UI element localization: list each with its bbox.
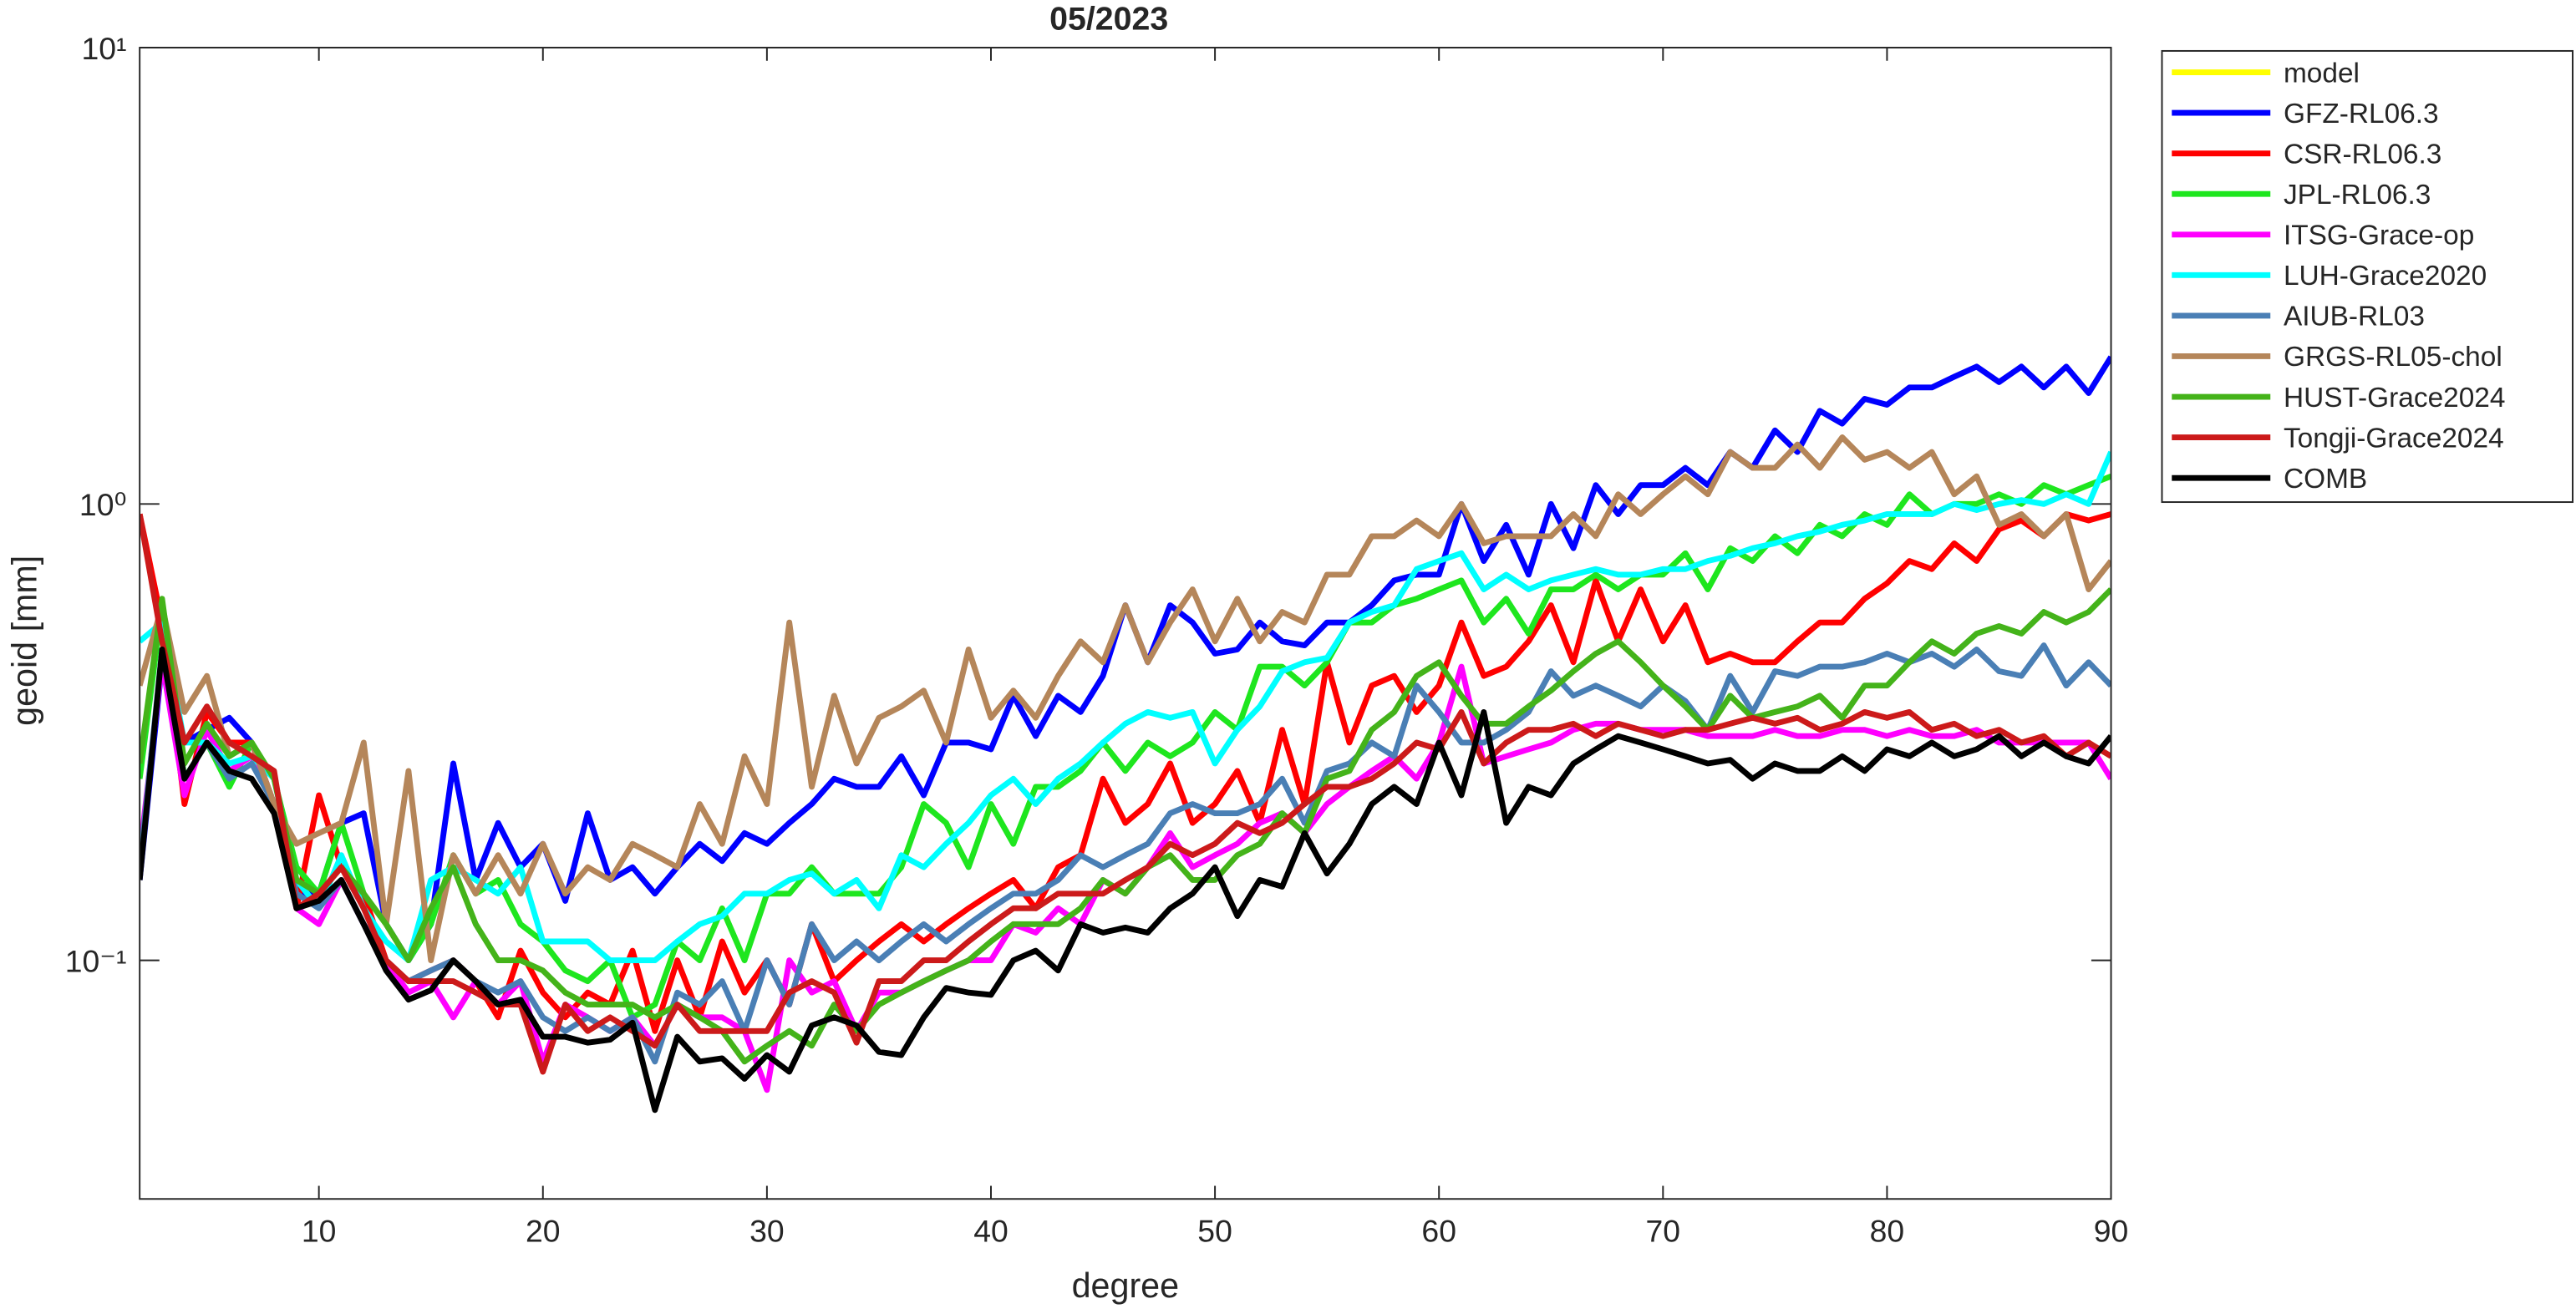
legend-label: GRGS-RL05-chol (2284, 342, 2502, 373)
series-line (140, 647, 2111, 1114)
legend-label: CSR-RL06.3 (2284, 139, 2441, 170)
legend-label: ITSG-Grace-op (2284, 221, 2474, 251)
y-axis-label: geoid [mm] (5, 556, 43, 726)
x-tick-label: 60 (1421, 1213, 1456, 1248)
x-tick-label: 30 (749, 1213, 785, 1248)
legend-label: Tongji-Grace2024 (2284, 423, 2504, 454)
x-axis-label: degree (1072, 1266, 1180, 1305)
legend-label: JPL-RL06.3 (2284, 180, 2431, 211)
x-tick-label: 20 (526, 1213, 561, 1248)
series-line (140, 513, 2111, 1075)
plot-area (140, 355, 2111, 1114)
y-tick-label: 10⁰ (79, 487, 127, 522)
series-line (140, 587, 2111, 1065)
x-tick-label: 80 (1870, 1213, 1905, 1248)
legend-label: LUH-Grace2020 (2284, 261, 2487, 292)
legend-label: COMB (2284, 464, 2367, 495)
x-tick-label: 90 (2094, 1213, 2129, 1248)
legend-label: model (2284, 58, 2360, 89)
x-tick-label: 10 (302, 1213, 337, 1248)
legend-label: GFZ-RL06.3 (2284, 99, 2439, 129)
chart-title: 05/2023 (1049, 0, 1168, 37)
x-tick-label: 50 (1197, 1213, 1232, 1248)
x-tick-label: 70 (1646, 1213, 1681, 1248)
y-tick-label: 10⁻¹ (65, 943, 127, 978)
x-tick-label: 40 (973, 1213, 1009, 1248)
legend-label: AIUB-RL03 (2284, 302, 2425, 332)
axes-box (139, 47, 2112, 1200)
series-line (140, 434, 2111, 964)
y-tick-label: 10¹ (81, 31, 126, 66)
legend-label: HUST-Grace2024 (2284, 383, 2506, 414)
